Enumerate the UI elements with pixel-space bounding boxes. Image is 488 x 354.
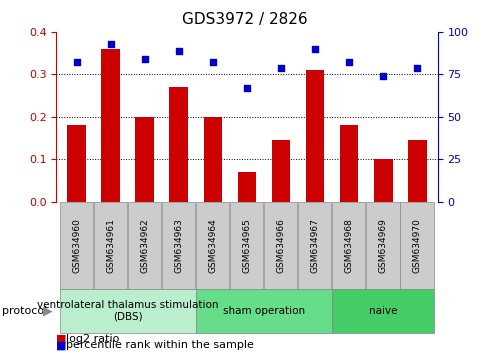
Text: log2 ratio: log2 ratio [66,334,119,344]
Text: GSM634960: GSM634960 [72,218,81,273]
Point [412,65,420,70]
Text: naive: naive [368,306,397,316]
Text: protocol: protocol [2,306,48,316]
Bar [305,70,324,202]
Point [175,48,183,53]
Bar [271,140,290,202]
Bar [203,117,222,202]
Text: GSM634968: GSM634968 [344,218,353,273]
Text: ▶: ▶ [43,304,53,317]
Point [243,85,250,91]
Text: percentile rank within the sample: percentile rank within the sample [66,341,253,350]
Point [73,59,81,65]
Bar [407,140,426,202]
Point [277,65,285,70]
Text: ventrolateral thalamus stimulation
(DBS): ventrolateral thalamus stimulation (DBS) [37,300,218,321]
Text: GSM634965: GSM634965 [242,218,251,273]
Point [106,41,114,47]
Text: GSM634969: GSM634969 [378,218,387,273]
Bar [169,87,188,202]
Bar [101,49,120,202]
Point [141,56,148,62]
Point [345,59,352,65]
Text: sham operation: sham operation [223,306,305,316]
Bar [237,172,256,202]
Text: GSM634967: GSM634967 [310,218,319,273]
Text: GSM634963: GSM634963 [174,218,183,273]
Bar [67,125,86,202]
Point [379,73,386,79]
Text: GSM634962: GSM634962 [140,218,149,273]
Text: GSM634961: GSM634961 [106,218,115,273]
Text: ■: ■ [56,334,66,344]
Bar [135,117,154,202]
Bar [373,159,392,202]
Text: GSM634966: GSM634966 [276,218,285,273]
Text: GSM634964: GSM634964 [208,218,217,273]
Text: GSM634970: GSM634970 [412,218,421,273]
Point [208,59,216,65]
Text: ■: ■ [56,341,66,350]
Bar [339,125,358,202]
Text: GDS3972 / 2826: GDS3972 / 2826 [182,12,306,27]
Point [310,46,318,52]
